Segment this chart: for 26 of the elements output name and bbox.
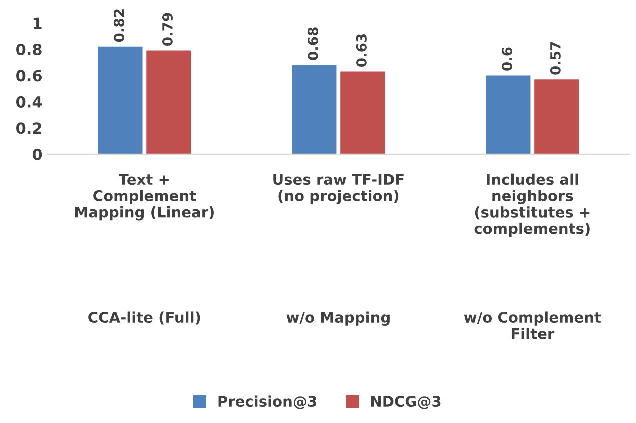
x-tick-label: Uses raw TF-IDF (no projection) [274, 174, 404, 204]
data-label: 0.63 [356, 34, 367, 67]
legend-label: NDCG@3 [372, 396, 441, 410]
text: CCA-lite (Full) [88, 312, 200, 325]
y-tick-label: 0.6 [16, 70, 42, 82]
bar [486, 76, 531, 154]
bar [146, 50, 192, 154]
text: w/o Complement Filter [464, 312, 602, 340]
data-label: 0.57 [550, 42, 561, 75]
data-label: 0.79 [162, 13, 173, 46]
data-label: 0.82 [114, 10, 124, 42]
y-tick-label: 0 [32, 148, 42, 160]
x-tick-label: Text + Complement Mapping (Linear) [76, 174, 214, 221]
bar [534, 80, 580, 154]
bar [292, 65, 337, 154]
bar [340, 72, 386, 154]
data-label: 0.6 [502, 48, 512, 71]
legend-label: Precision@3 [218, 396, 317, 410]
y-tick-label: 0.8 [16, 44, 42, 56]
bar [98, 46, 143, 154]
text: w/o Mapping [286, 312, 390, 326]
data-label: 0.68 [308, 28, 318, 60]
x-tick-label: Includes all neighbors (substitutes + complements) [474, 174, 590, 238]
y-tick-label: 0.4 [16, 96, 42, 108]
y-tick-label: 0.2 [16, 122, 42, 134]
y-tick-label: 1 [34, 18, 42, 30]
